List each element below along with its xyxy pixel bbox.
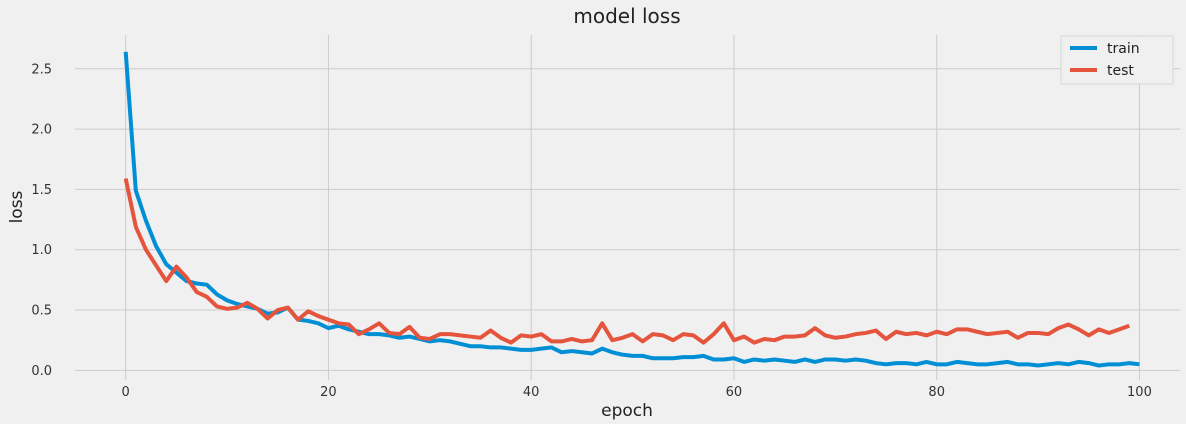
x-tick-label: 60 — [726, 385, 743, 400]
y-tick-label: 0.0 — [31, 364, 52, 379]
series-line-test — [123, 178, 1130, 345]
x-axis-label: epoch — [601, 401, 653, 421]
x-tick-label: 100 — [1127, 385, 1152, 400]
x-tick-label: 80 — [928, 385, 945, 400]
y-tick-label: 1.5 — [31, 183, 52, 198]
plot-area — [75, 35, 1180, 380]
series-layer — [123, 51, 1140, 368]
legend-box — [1060, 35, 1174, 85]
chart-title: model loss — [573, 4, 680, 28]
y-tick-label: 2.5 — [31, 62, 52, 77]
x-tick-label: 20 — [320, 385, 337, 400]
y-tick-label: 1.0 — [31, 243, 52, 258]
legend: train test — [1060, 35, 1174, 85]
x-tick-label: 40 — [523, 385, 540, 400]
y-tick-label: 0.5 — [31, 304, 52, 319]
x-tick-label: 0 — [122, 385, 130, 400]
legend-label-test: test — [1107, 63, 1134, 79]
y-axis-label: loss — [7, 190, 27, 223]
legend-label-train: train — [1107, 41, 1140, 57]
y-tick-labels: 0.0 0.5 1.0 1.5 2.0 2.5 — [31, 62, 52, 379]
grid — [75, 35, 1180, 380]
x-tick-labels: 0 20 40 60 80 100 — [122, 385, 1152, 400]
y-tick-label: 2.0 — [31, 123, 52, 138]
